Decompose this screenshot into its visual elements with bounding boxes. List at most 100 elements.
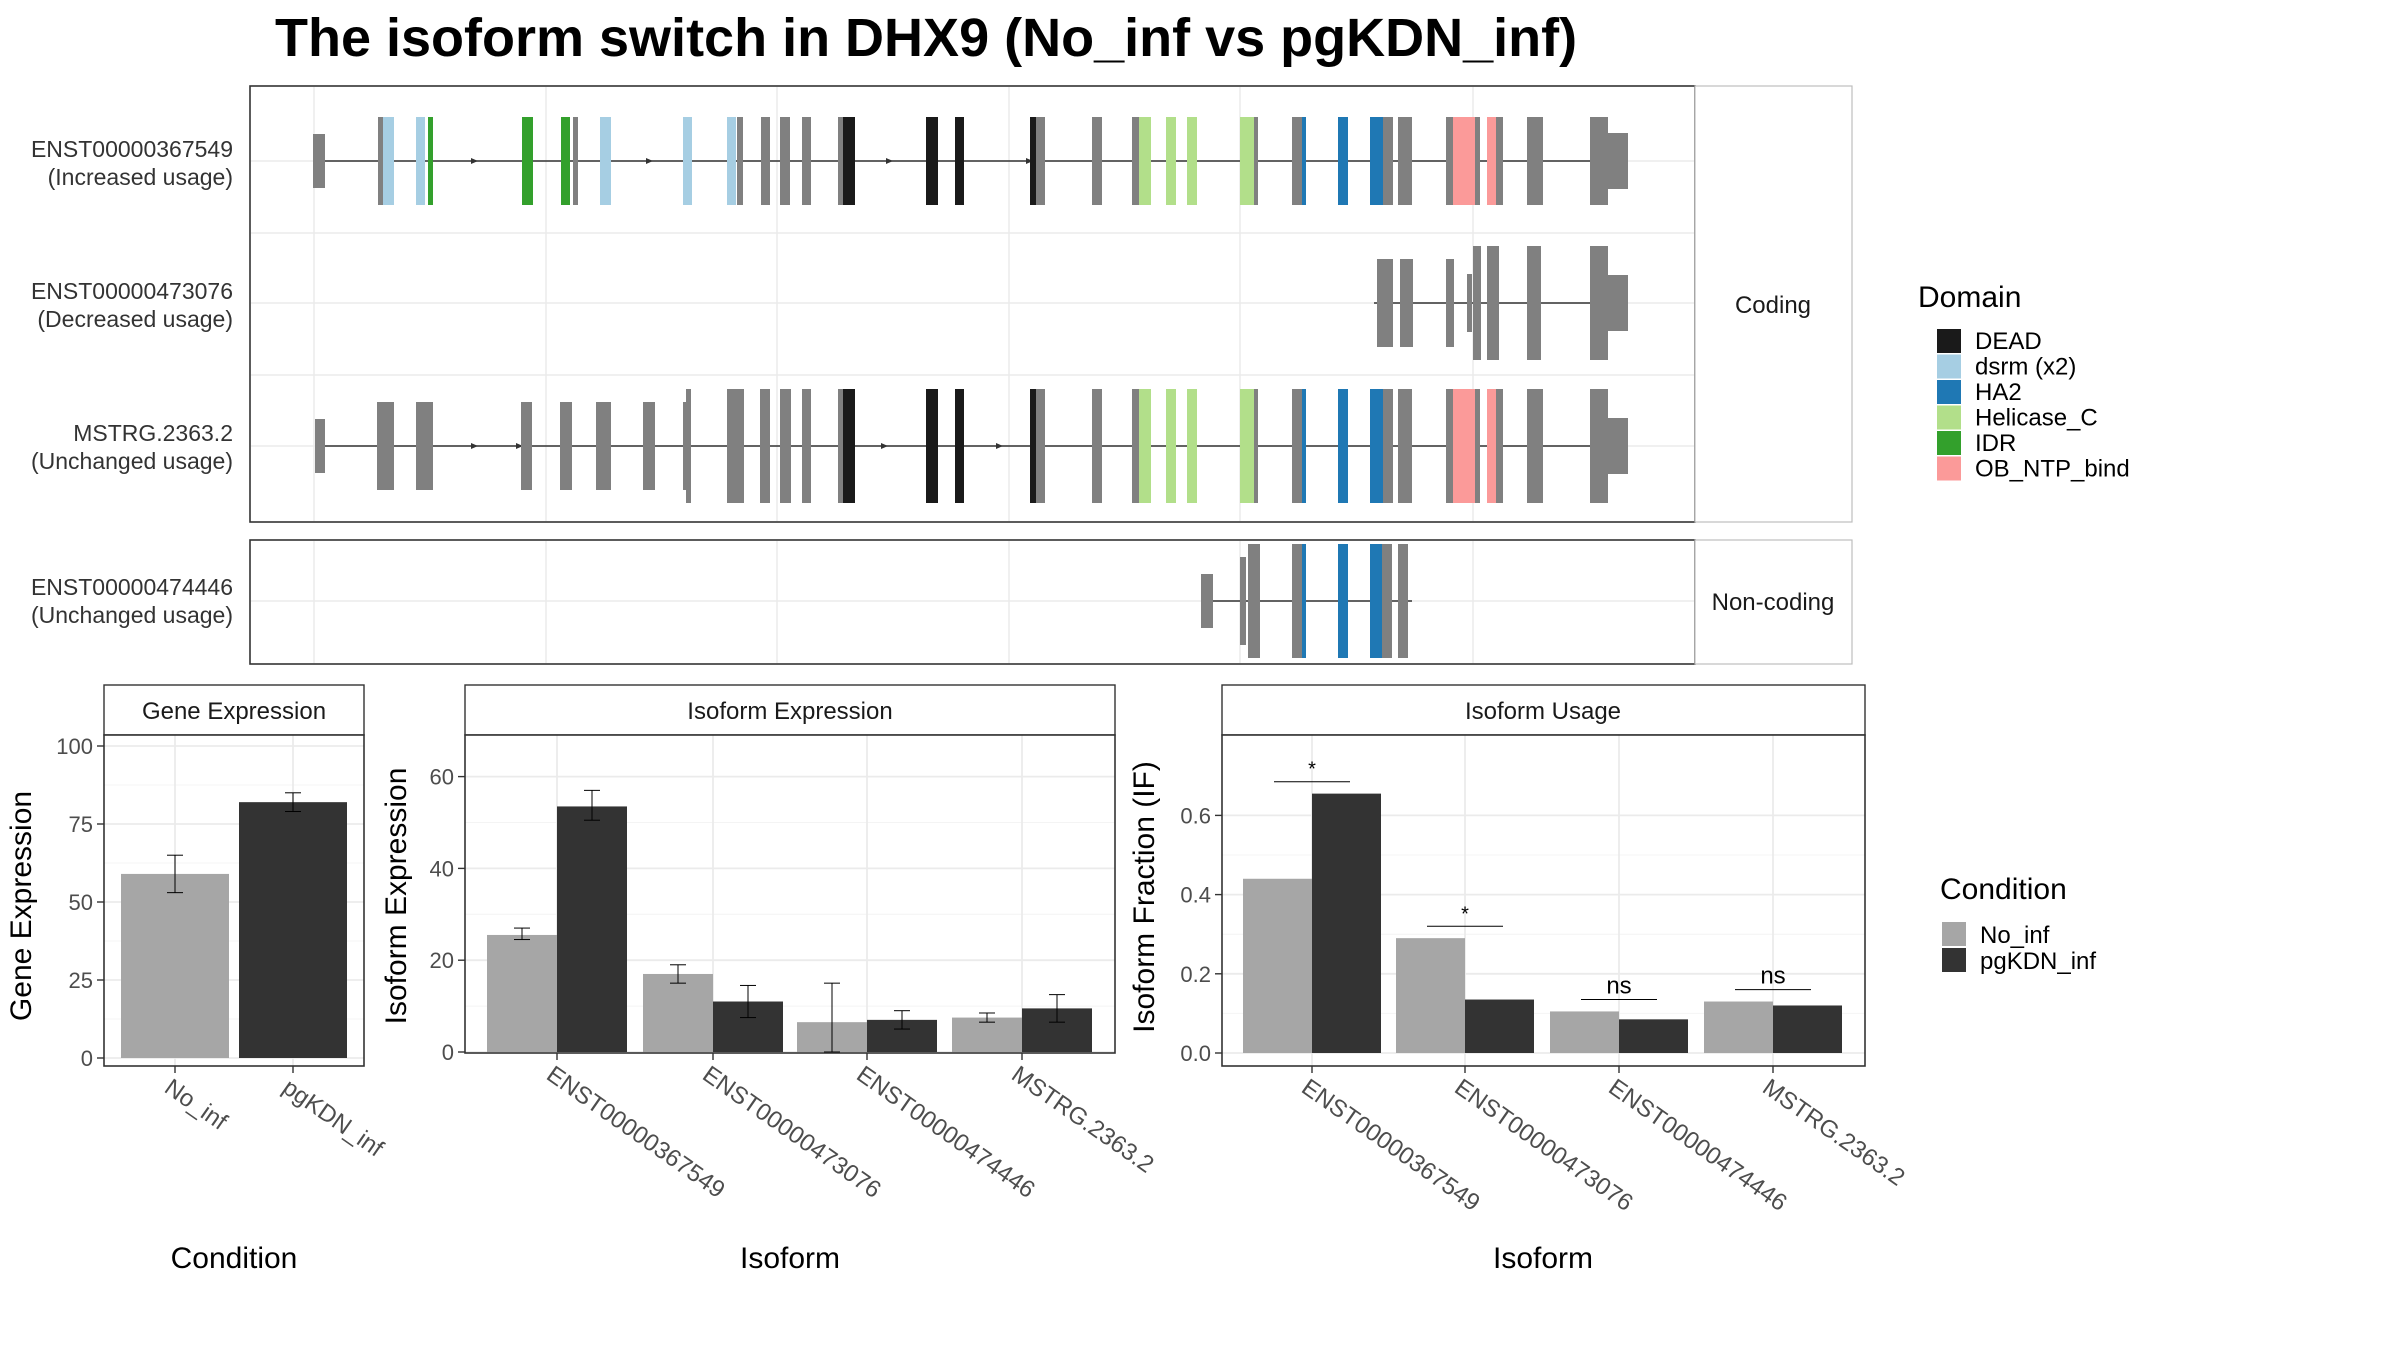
domain-block: [1302, 117, 1306, 205]
x-tick-label: pgKDN_inf: [278, 1074, 389, 1163]
exon-block: [1608, 133, 1628, 189]
bar: [1704, 1001, 1773, 1053]
bar: [557, 806, 627, 1052]
domain-block: [1453, 117, 1475, 205]
domain-block: [1139, 389, 1151, 503]
plot-area: 0 25 50 75 100 No_inf pgKDN_inf: [56, 734, 388, 1163]
domain-block: [1302, 389, 1306, 503]
x-tick-label: MSTRG.2363.2: [1007, 1061, 1159, 1179]
exon-block: [1467, 274, 1472, 332]
domain-block: [561, 117, 570, 205]
isoform-track-4: [1201, 544, 1412, 658]
domain-block: [1453, 389, 1475, 503]
y-tick-label: 0.2: [1180, 962, 1211, 987]
strand-arrow: [881, 443, 888, 449]
noncoding-strip-label: Non-coding: [1712, 589, 1835, 616]
structure-panel: Coding Non-coding ENST00000367549 (Incre…: [31, 85, 1853, 665]
domain-block: [926, 117, 938, 205]
domain-legend-swatch: [1937, 405, 1961, 430]
y-tick-label: 75: [69, 812, 93, 837]
y-tick-label: 100: [56, 734, 93, 759]
exon-block: [1036, 117, 1045, 205]
coding-strip-label: Coding: [1735, 292, 1811, 319]
legend-label-pgkdn-inf: pgKDN_inf: [1980, 948, 2096, 975]
strand-arrow: [646, 158, 653, 164]
domain-block: [428, 117, 433, 205]
strand-arrow: [471, 158, 478, 164]
plot-border: [103, 734, 365, 1067]
isoform-usage-2: (Decreased usage): [37, 306, 233, 332]
y-tick-label: 60: [430, 765, 454, 790]
domain-block: [1370, 389, 1383, 503]
plot-border: [464, 734, 1116, 1054]
domain-block: [1030, 117, 1036, 205]
domain-legend-swatch: [1937, 329, 1961, 353]
exon-block: [1398, 544, 1408, 658]
exon-block: [838, 389, 843, 503]
exon-block: [1254, 389, 1258, 503]
domain-block: [843, 117, 855, 205]
legend-swatch-no-inf: [1942, 922, 1966, 946]
exon-block: [1248, 544, 1260, 658]
isoform-label-1: ENST00000367549: [31, 136, 233, 162]
significance-label: *: [1461, 903, 1469, 925]
exon-block: [1496, 389, 1503, 503]
exon-block: [686, 389, 691, 503]
exon-block: [1240, 557, 1246, 645]
y-tick-label: 50: [69, 890, 93, 915]
plot-border: [1221, 734, 1866, 1067]
bar: [952, 1017, 1022, 1052]
exon-block: [1383, 389, 1393, 503]
legend-swatch-pgkdn-inf: [1942, 948, 1966, 972]
isoform-usage-strip-title: Isoform Usage: [1465, 698, 1621, 725]
domain-block: [1030, 389, 1036, 503]
exon-block: [1590, 117, 1608, 205]
domain-block: [1338, 544, 1348, 658]
bar: [643, 973, 713, 1052]
figure-title: The isoform switch in DHX9 (No_inf vs pg…: [275, 8, 1577, 68]
isoform-track-1: [313, 117, 1628, 205]
y-tick-label: 0: [81, 1046, 93, 1071]
exon-block: [1608, 418, 1628, 474]
domain-legend-label: DEAD: [1975, 328, 2042, 355]
strand-arrow: [1026, 158, 1033, 164]
domain-legend-title: Domain: [1918, 281, 2021, 314]
exon-block: [521, 402, 532, 490]
exon-block: [1590, 389, 1608, 503]
exon-block: [1382, 544, 1392, 658]
bar: [1773, 1005, 1842, 1053]
bar: [487, 934, 557, 1052]
bar: [121, 873, 229, 1058]
exon-block: [1292, 544, 1302, 658]
exon-block: [378, 117, 383, 205]
exon-block: [1383, 117, 1393, 205]
strand-arrow: [996, 443, 1003, 449]
exon-block: [1527, 389, 1543, 503]
domain-block: [1187, 389, 1197, 503]
domain-block: [1370, 117, 1383, 205]
domain-block: [600, 117, 611, 205]
exon-block: [315, 419, 325, 473]
exon-block: [1036, 389, 1045, 503]
exon-block: [1496, 117, 1503, 205]
y-tick-label: 20: [430, 948, 454, 973]
exon-block: [1475, 117, 1480, 205]
coding-strip: [1694, 85, 1853, 523]
exon-block: [737, 117, 743, 205]
bar: [1619, 1019, 1688, 1053]
y-tick-label: 0.0: [1180, 1041, 1211, 1066]
exon-block: [1446, 389, 1453, 503]
exon-block: [1254, 117, 1258, 205]
plot-area: 0204060ENST00000367549ENST00000473076ENS…: [430, 734, 1159, 1204]
y-tick-label: 0: [442, 1040, 454, 1065]
exon-block: [1400, 259, 1413, 347]
domain-legend-swatch: [1937, 456, 1961, 481]
gene-expression-strip: [103, 684, 365, 736]
exon-block: [1092, 117, 1102, 205]
bar: [239, 802, 347, 1058]
domain-block: [1187, 117, 1197, 205]
isoform-usage-3: (Unchanged usage): [31, 448, 233, 474]
exon-block: [761, 117, 770, 205]
